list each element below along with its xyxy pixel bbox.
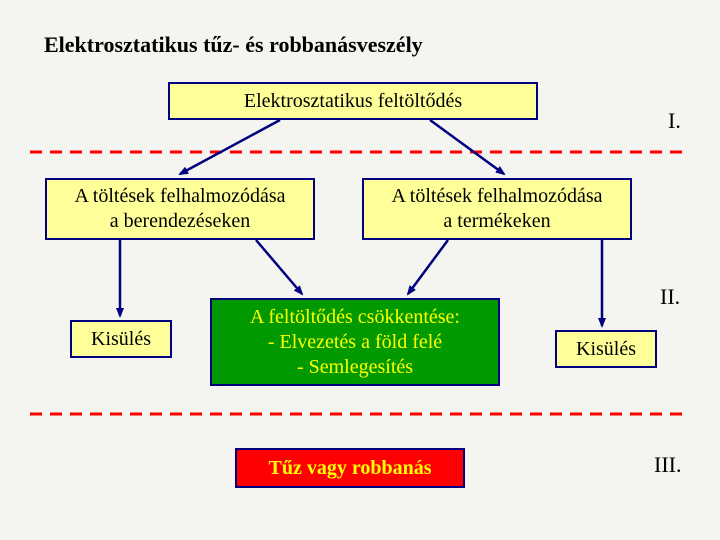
box-discharge-right: Kisülés [555,330,657,368]
stage-label-1: I. [668,108,681,134]
box-charging-text: Elektrosztatikus feltöltődés [244,89,462,114]
box-accum-products-l1: A töltések felhalmozódása [391,184,602,209]
box-reduction: A feltöltődés csökkentése: - Elvezetés a… [210,298,500,386]
box-discharge-right-text: Kisülés [576,337,636,362]
box-discharge-left-text: Kisülés [91,327,151,352]
stage-label-2: II. [660,284,680,310]
box-reduction-l1: A feltöltődés csökkentése: [250,305,460,330]
box-reduction-l3: - Semlegesítés [297,355,413,380]
page-title: Elektrosztatikus tűz- és robbanásveszély [44,32,423,58]
box-fire-explosion: Tűz vagy robbanás [235,448,465,488]
box-accum-equipment-l2: a berendezéseken [110,209,250,234]
stage-label-3: III. [654,452,681,478]
box-reduction-l2: - Elvezetés a föld felé [268,330,442,355]
box-accum-products: A töltések felhalmozódása a termékeken [362,178,632,240]
box-accum-equipment-l1: A töltések felhalmozódása [74,184,285,209]
box-charging: Elektrosztatikus feltöltődés [168,82,538,120]
box-accum-products-l2: a termékeken [443,209,550,234]
box-discharge-left: Kisülés [70,320,172,358]
box-accum-equipment: A töltések felhalmozódása a berendezések… [45,178,315,240]
box-fire-text: Tűz vagy robbanás [268,456,431,481]
